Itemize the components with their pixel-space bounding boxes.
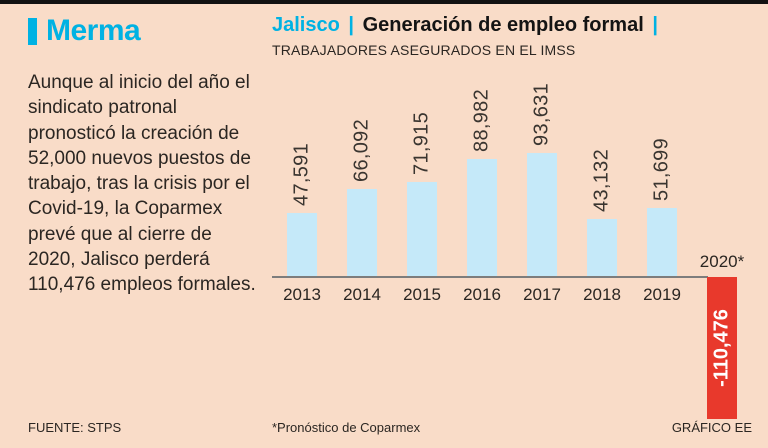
bar-group-2015: 71,915 2015 (392, 64, 452, 430)
footnote-text: *Pronóstico de Coparmex (272, 420, 421, 435)
bar-value-label: 47,591 (290, 143, 313, 206)
bar (407, 182, 437, 276)
year-label: 2017 (523, 285, 561, 304)
year-label: 2018 (583, 285, 621, 304)
bar-group-2017: 93,631 2017 (512, 64, 572, 430)
chart-header: Jalisco | Generación de empleo formal | (272, 14, 760, 37)
separator-pipe: | (652, 14, 658, 36)
bar-group-2014: 66,092 2014 (332, 64, 392, 430)
x-axis-line (272, 276, 708, 278)
bar (527, 153, 557, 276)
bar-value-label: 43,132 (590, 149, 613, 212)
year-label: 2020* (699, 252, 745, 271)
bar-group-2020: 2020* -110,476 (692, 64, 752, 430)
bar (647, 208, 677, 276)
negative-value-label: -110,476 (710, 309, 733, 387)
bar (347, 189, 377, 276)
bar-value-label: 51,699 (650, 138, 673, 201)
bar-value-label: 71,915 (410, 112, 433, 175)
credit-text: GRÁFICO EE (671, 420, 752, 435)
chart-title: Generación de empleo formal (362, 14, 644, 36)
year-label: 2015 (403, 285, 441, 304)
left-panel: Merma Aunque al inicio del año el sindic… (28, 14, 262, 297)
bar-group-2019: 51,699 2019 (632, 64, 692, 430)
brand-accent-bar (28, 17, 37, 45)
bar-value-label: 93,631 (530, 83, 553, 146)
source-text: FUENTE: STPS (28, 420, 122, 435)
year-label: 2014 (343, 285, 381, 304)
bar-group-2018: 43,132 2018 (572, 64, 632, 430)
chart-subtitle: TRABAJADORES ASEGURADOS EN EL IMSS (272, 42, 576, 58)
bar (467, 159, 497, 276)
intro-text: Aunque al inicio del año el sindicato pa… (28, 72, 256, 296)
separator-pipe: | (348, 14, 354, 36)
region-label: Jalisco (272, 14, 340, 36)
year-label: 2016 (463, 285, 501, 304)
bar (587, 219, 617, 276)
negative-bar: -110,476 (707, 277, 737, 419)
bar (287, 213, 317, 276)
bar-value-label: 88,982 (470, 89, 493, 152)
bar-chart: 47,591 2013 66,092 2014 71,915 2015 88,982 2016… (272, 64, 760, 430)
bar-group-2013: 47,591 2013 (272, 64, 332, 430)
chart-panel: Jalisco | Generación de empleo formal | … (272, 14, 760, 430)
year-label: 2013 (283, 285, 321, 304)
bar-group-2016: 88,982 2016 (452, 64, 512, 430)
year-label: 2019 (643, 285, 681, 304)
bar-value-label: 66,092 (350, 119, 373, 182)
brand-header: Merma (28, 14, 262, 48)
brand-title: Merma (46, 14, 141, 47)
